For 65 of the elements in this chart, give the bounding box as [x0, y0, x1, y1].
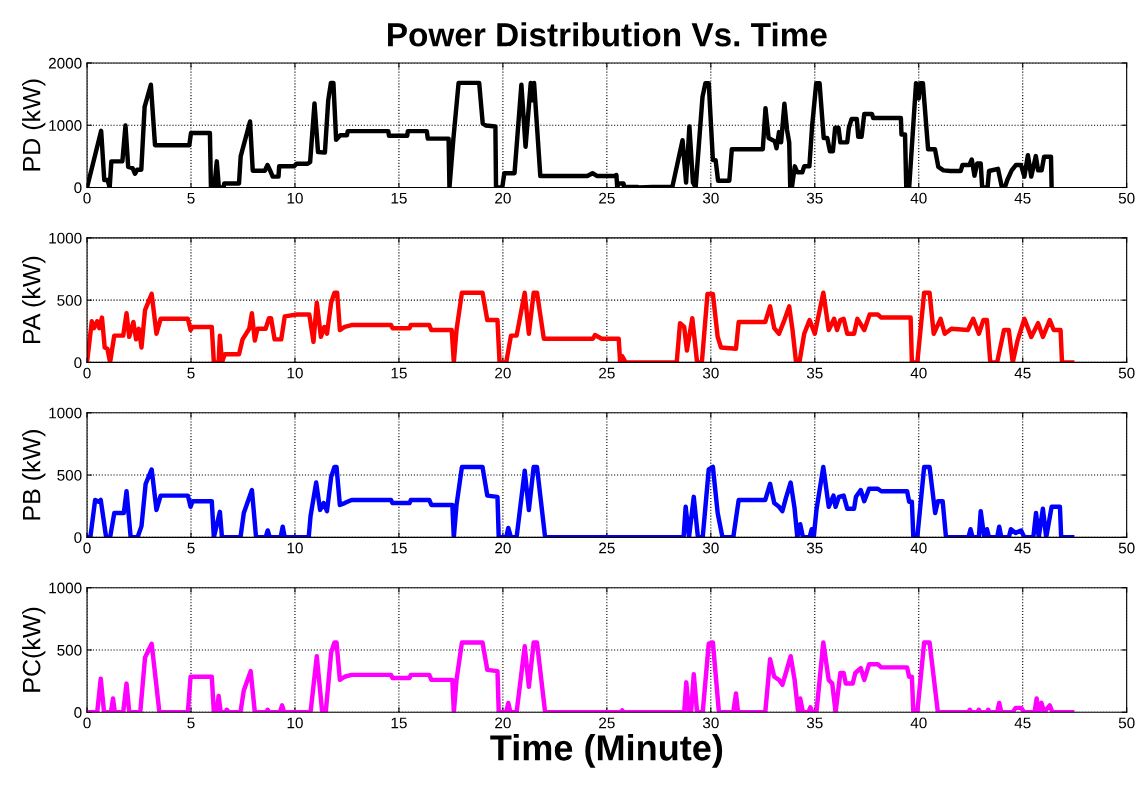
x-tick-label: 40: [910, 367, 927, 379]
y-tick-label: 0: [74, 532, 82, 544]
x-tick-label: 10: [287, 367, 303, 379]
x-tick-label: 20: [495, 717, 511, 729]
x-tick-label: 0: [83, 367, 91, 379]
y-tick-label: 1000: [49, 407, 82, 419]
line-series: [87, 640, 1075, 713]
y-tick-label: 500: [57, 295, 82, 306]
x-tick-label: 40: [910, 192, 927, 204]
x-tick-label: 25: [599, 542, 615, 554]
x-tick-label: 10: [287, 542, 303, 554]
y-tick-label: 0: [74, 357, 82, 369]
x-tick-label: 10: [287, 717, 303, 729]
x-tick-label: 25: [599, 192, 615, 204]
x-tick-label: 50: [1118, 717, 1135, 729]
x-tick-label: 20: [495, 192, 511, 204]
x-tick-label: 0: [83, 717, 91, 729]
x-tick-label: 5: [187, 542, 195, 554]
y-tick-label: 0: [74, 182, 82, 194]
x-tick-label: 30: [702, 192, 719, 204]
x-tick-label: 50: [1118, 192, 1135, 204]
y-axis-title: PD (kW): [22, 79, 46, 171]
x-tick-label: 10: [287, 192, 303, 204]
x-tick-label: 30: [702, 367, 719, 379]
x-tick-label: 35: [806, 192, 823, 204]
y-tick-label: 1000: [49, 582, 82, 594]
y-tick-label: 0: [74, 707, 82, 718]
x-tick-label: 40: [910, 717, 927, 729]
line-series: [87, 290, 1075, 363]
line-series: [87, 464, 1075, 538]
y-tick-label: 1000: [49, 120, 82, 131]
x-tick-label: 20: [495, 367, 511, 379]
x-tick-label: 5: [187, 367, 195, 379]
x-tick-label: 25: [599, 717, 615, 729]
x-tick-label: 30: [702, 717, 719, 729]
x-tick-label: 45: [1014, 717, 1031, 729]
x-tick-label: 30: [702, 542, 719, 554]
x-tick-label: 35: [806, 367, 823, 379]
x-axis-title: Time (Minute): [490, 734, 723, 768]
x-tick-label: 35: [806, 542, 823, 554]
x-tick-label: 35: [806, 717, 823, 729]
x-tick-label: 5: [187, 192, 195, 204]
y-axis-title: PA (kW): [22, 256, 46, 343]
x-tick-label: 45: [1014, 192, 1031, 204]
x-tick-label: 15: [391, 542, 407, 554]
y-tick-label: 500: [57, 644, 82, 656]
y-axis-title: PC(kW): [22, 607, 46, 692]
y-tick-label: 500: [57, 469, 82, 481]
x-tick-label: 25: [599, 367, 615, 379]
x-tick-label: 15: [391, 717, 407, 729]
y-tick-label: 1000: [49, 232, 82, 244]
x-tick-label: 45: [1014, 367, 1031, 379]
x-tick-label: 50: [1118, 542, 1135, 554]
x-tick-label: 45: [1014, 542, 1031, 554]
x-tick-label: 0: [83, 542, 91, 554]
x-tick-label: 20: [495, 542, 511, 554]
x-tick-label: 40: [910, 542, 927, 554]
x-tick-label: 15: [391, 367, 407, 379]
chart-title: Power Distribution Vs. Time: [388, 22, 827, 47]
x-tick-label: 5: [187, 717, 195, 729]
x-tick-label: 50: [1118, 367, 1135, 379]
y-axis-title: PB (kW): [22, 430, 46, 520]
y-tick-label: 2000: [48, 57, 82, 69]
x-tick-label: 0: [83, 192, 91, 204]
x-tick-label: 15: [391, 192, 407, 204]
